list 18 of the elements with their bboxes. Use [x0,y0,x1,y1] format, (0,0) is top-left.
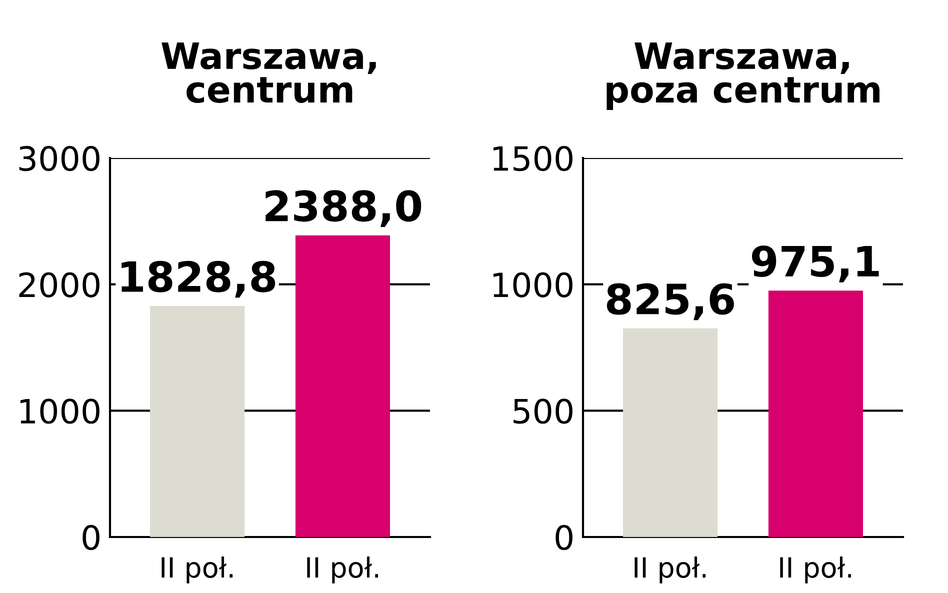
data-label: 2388,0 [266,190,422,228]
y-tick-label: 2000 [19,272,100,298]
chart-title: Warszawa, centrum [162,42,376,103]
y-tick-label: 0 [556,524,572,550]
y-tick-label: 500 [514,398,572,424]
x-tick-label: II poł. [634,556,706,584]
chart-title: Warszawa, poza centrum [606,42,880,110]
y-tick-label: 1500 [493,146,572,172]
data-label: 825,6 [606,283,734,320]
data-label: 975,1 [752,246,879,282]
x-tick-label: II poł. [162,556,233,584]
y-tick-label: 3000 [19,146,100,172]
y-tick-label: 1000 [20,398,100,424]
data-label: 1828,8 [122,260,276,298]
x-tick-label: II poł. [307,556,378,584]
x-tick-label: II poł. [780,556,852,584]
y-tick-label: 1000 [493,272,572,298]
y-tick-label: 0 [82,524,100,550]
